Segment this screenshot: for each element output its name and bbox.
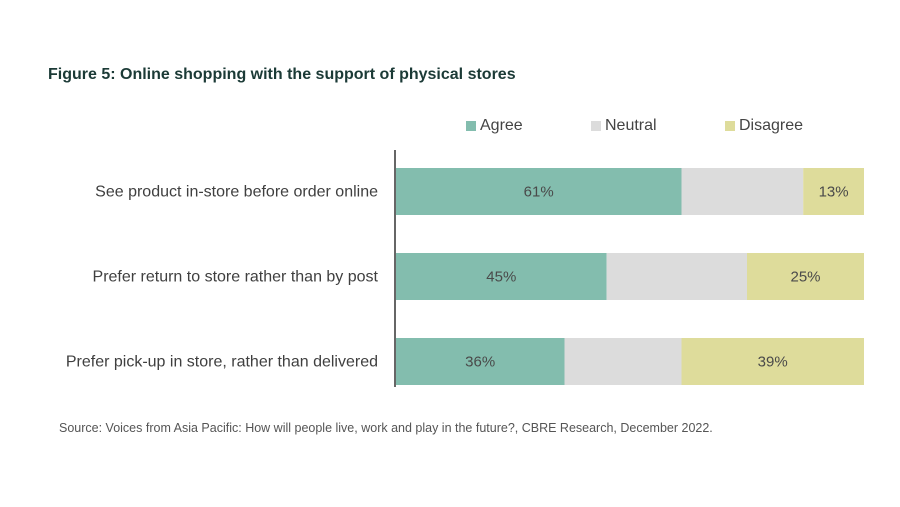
legend-swatch-neutral: [591, 121, 601, 131]
bar-neutral: [564, 338, 682, 385]
legend-label-disagree: Disagree: [739, 117, 804, 134]
bar-disagree: [747, 253, 864, 300]
legend-item-agree: Agree: [466, 117, 523, 135]
bar-agree: [396, 338, 565, 385]
stacked-bar-chart: See product in-store before order online…: [66, 150, 864, 387]
chart-legend: Agree Neutral Disagree: [0, 117, 900, 139]
legend-swatch-agree: [466, 121, 476, 131]
data-label-disagree: 13%: [819, 184, 849, 201]
legend-swatch-disagree: [725, 121, 735, 131]
data-label-disagree: 39%: [758, 354, 788, 371]
bar-disagree: [803, 168, 864, 215]
bar-neutral: [606, 253, 747, 300]
source-note: Source: Voices from Asia Pacific: How wi…: [59, 421, 713, 435]
legend-item-disagree: Disagree: [725, 117, 803, 135]
category-label: Prefer return to store rather than by po…: [93, 269, 379, 286]
category-label: Prefer pick-up in store, rather than del…: [66, 354, 378, 371]
data-label-agree: 61%: [524, 184, 554, 201]
bar-neutral: [681, 168, 804, 215]
legend-label-neutral: Neutral: [605, 117, 657, 134]
bar-disagree: [681, 338, 864, 385]
chart-title: Figure 5: Online shopping with the suppo…: [48, 66, 516, 83]
data-label-agree: 36%: [465, 354, 495, 371]
data-label-disagree: 25%: [790, 269, 820, 286]
bar-agree: [396, 168, 682, 215]
bar-agree: [396, 253, 607, 300]
category-label: See product in-store before order online: [95, 184, 378, 201]
legend-label-agree: Agree: [480, 117, 523, 134]
data-label-agree: 45%: [486, 269, 516, 286]
legend-item-neutral: Neutral: [591, 117, 657, 135]
